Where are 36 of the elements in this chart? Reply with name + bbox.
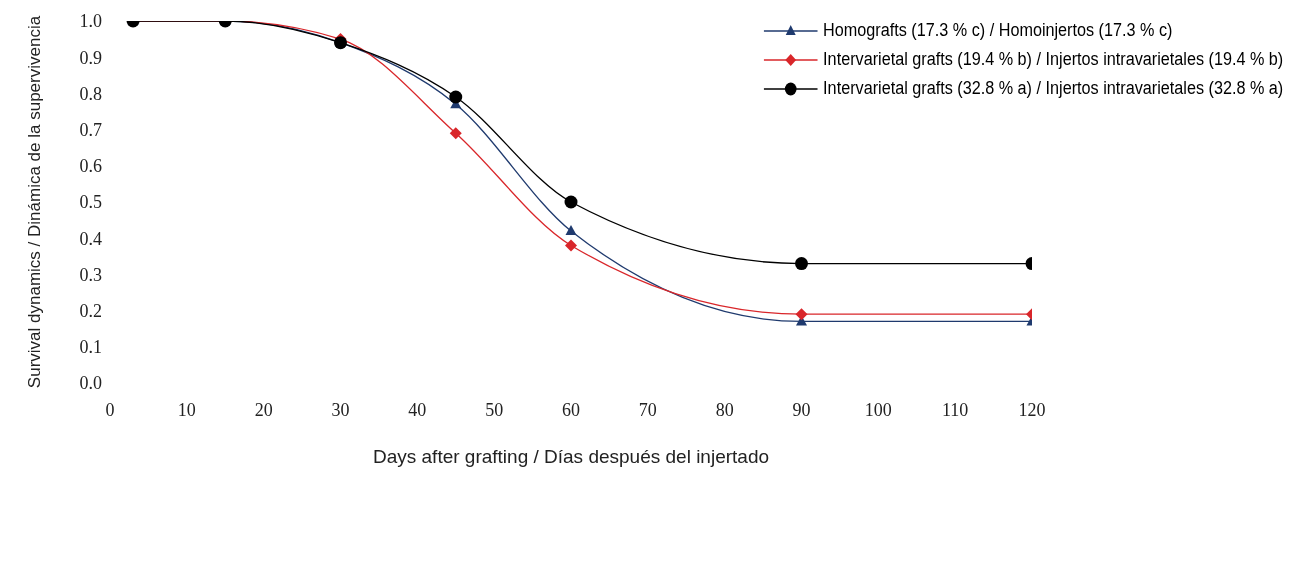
legend-label: Intervarietal grafts (32.8 % a) / Injertos intravarietales (32.8 % a) [822,78,1283,99]
x-tick-label: 120 [1018,399,1046,420]
x-tick-label: 10 [177,399,196,420]
point [565,239,577,252]
y-tick-label: 1.0 [79,11,102,32]
x-axis-title: Days after grafting / Días después del injertado [372,446,770,467]
y-tick-label: 0.3 [79,264,102,285]
x-tick-label: 90 [792,399,811,420]
point [565,224,577,235]
y-tick-label: 0.4 [79,228,102,249]
x-tick-label: 70 [638,399,657,420]
point [449,127,462,140]
x-tick-label: 100 [864,399,892,420]
y-axis-title: Survival dynamics / Dinámica de la supervivencia [25,15,45,389]
x-tick-label: 20 [254,399,273,420]
y-tick-label: 0.2 [79,300,102,321]
x-tick-label: 40 [408,399,427,420]
x-tick-label: 110 [941,399,969,420]
y-tick-label: 0.1 [79,337,102,358]
point [795,257,808,271]
y-tick-label: 0.7 [79,119,102,140]
x-tick-label: 60 [562,399,580,420]
x-tick-label: 30 [331,399,350,420]
legend-label: Homografts (17.3 % c) / Homoinjertos (17.3 % c) [822,20,1173,41]
y-tick-label: 0.8 [79,83,102,104]
y-tick-label: 0.0 [79,373,102,394]
point [564,195,578,209]
y-tick-label: 0.5 [79,192,102,213]
y-tick-label: 0.9 [79,47,102,68]
x-tick-label: 0 [105,399,115,420]
legend-label: Intervarietal grafts (19.4 % b) / Injertos intravarietales (19.4 % b) [822,49,1283,70]
y-tick-label: 0.6 [79,156,102,177]
point [795,308,808,321]
x-tick-label: 50 [485,399,504,420]
x-tick-label: 80 [715,399,734,420]
point [449,90,463,104]
